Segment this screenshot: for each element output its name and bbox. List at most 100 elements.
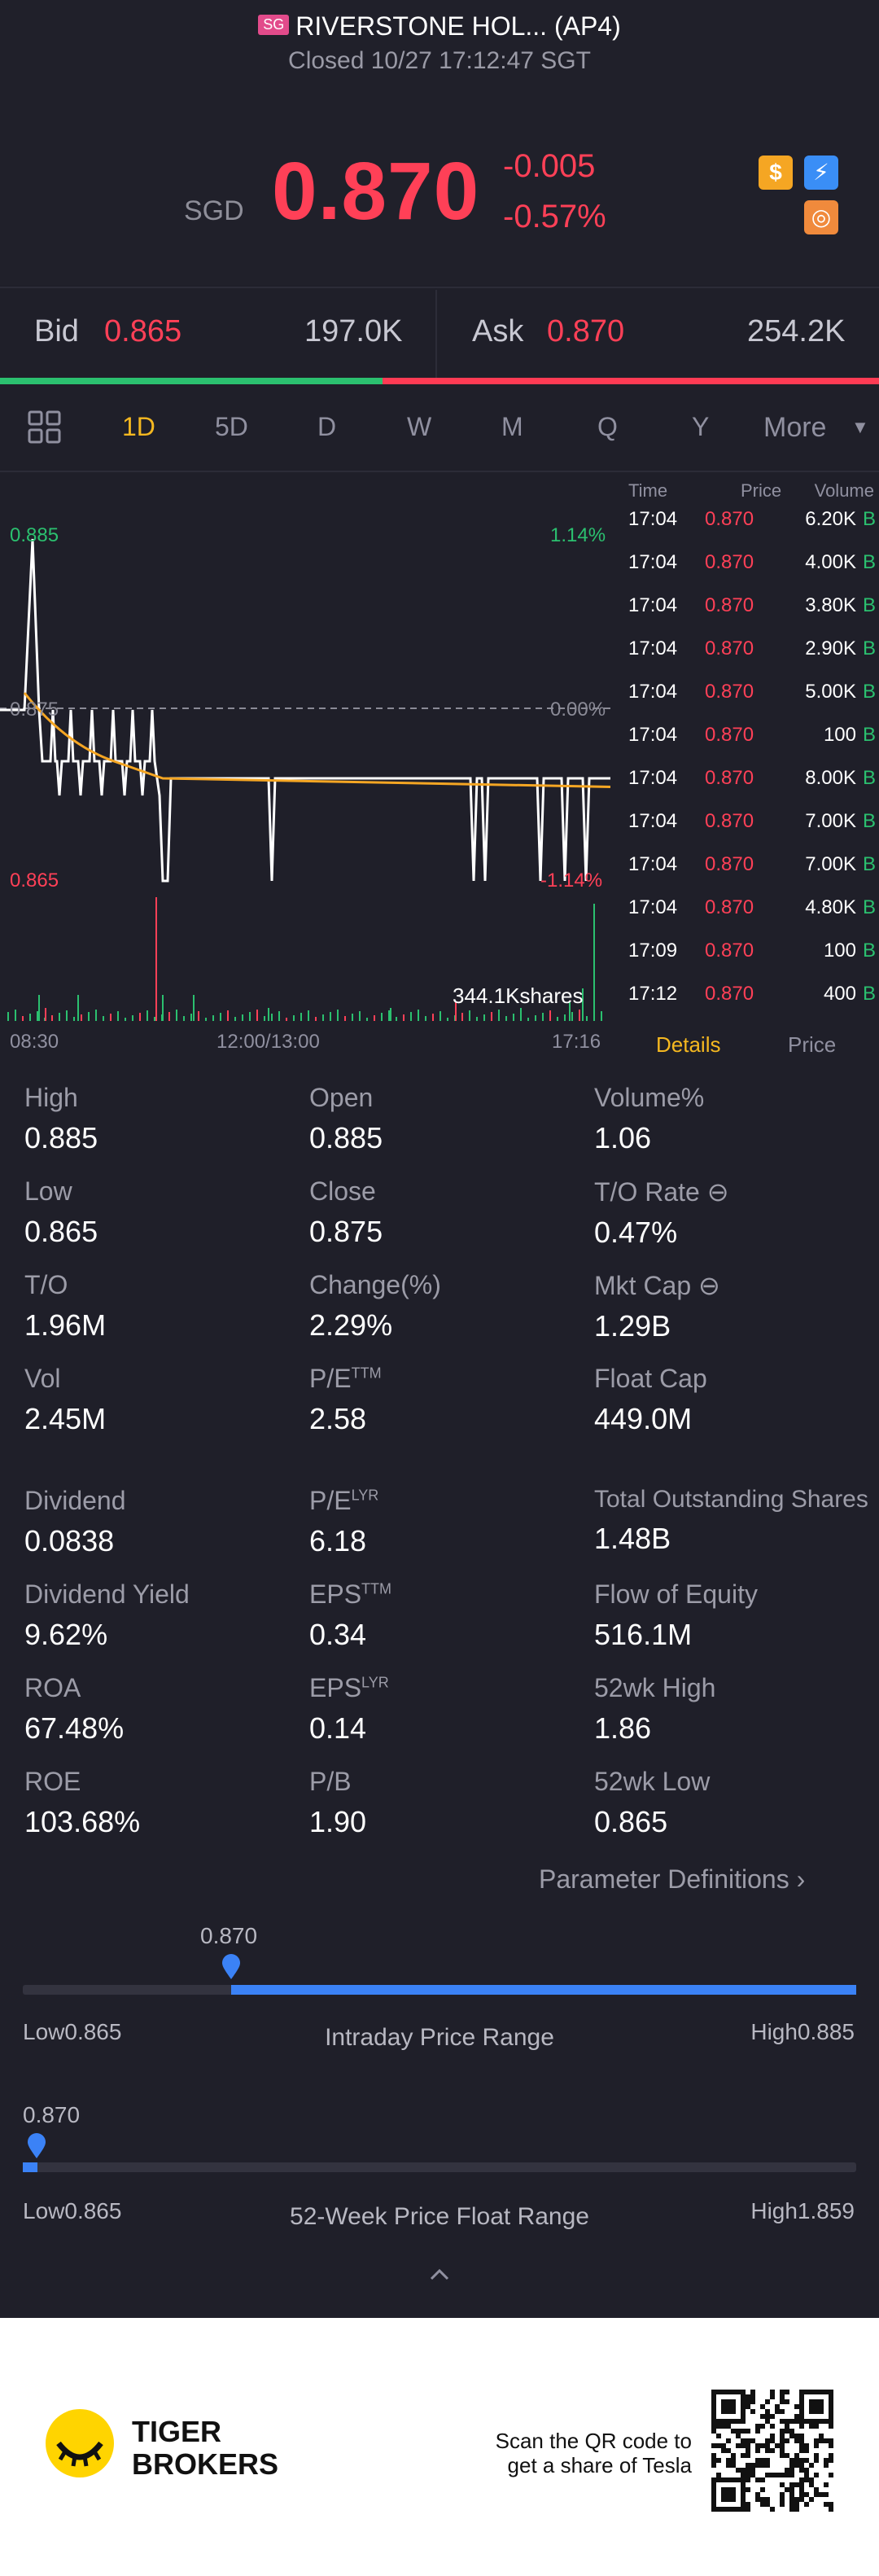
tab-y[interactable]: Y	[692, 412, 710, 441]
globe-icon[interactable]: ◎	[804, 200, 838, 234]
x-start-label: 08:30	[10, 1031, 59, 1053]
tab-1d[interactable]: 1D	[122, 412, 155, 441]
trade-vol: 3.80K	[805, 594, 856, 616]
trade-price: 0.870	[705, 983, 754, 1005]
grid-icon[interactable]	[28, 410, 62, 445]
trade-row: 17:04 0.870 5.00K B	[619, 681, 879, 713]
volume-label: 344.1Kshares	[453, 984, 584, 1008]
trade-vol: 5.00K	[805, 681, 856, 703]
trade-price: 0.870	[705, 508, 754, 530]
divider	[0, 287, 879, 288]
trade-vol: 4.00K	[805, 551, 856, 573]
trade-time: 17:04	[628, 810, 678, 832]
bid-price: 0.865	[104, 314, 182, 348]
qr-code[interactable]	[711, 2390, 833, 2512]
week52-track	[23, 2162, 856, 2172]
trade-price: 0.870	[705, 810, 754, 832]
week52-high: High1.859	[750, 2198, 855, 2223]
trade-time: 17:04	[628, 724, 678, 746]
tab-w[interactable]: W	[407, 412, 432, 441]
trade-side: B	[862, 853, 876, 875]
stat-dividend-yield: Dividend Yield 9.62%	[24, 1579, 190, 1651]
dollar-icon[interactable]: $	[759, 156, 793, 190]
tab-q[interactable]: Q	[597, 412, 618, 441]
intraday-chart[interactable]: 0.885 1.14% 0.875 0.00% 0.865 -1.14% 344…	[0, 474, 619, 1053]
info-icon[interactable]: ⊖	[698, 1271, 720, 1300]
trade-vol: 4.80K	[805, 896, 856, 918]
price-line	[0, 538, 610, 883]
trade-time: 17:04	[628, 853, 678, 875]
x-end-label: 17:16	[552, 1031, 601, 1053]
trade-row: 17:04 0.870 8.00K B	[619, 767, 879, 800]
time-header: Time	[628, 480, 668, 501]
y-low-label: 0.865	[10, 870, 59, 892]
tab-d[interactable]: D	[317, 412, 337, 441]
tab-price[interactable]: Price	[788, 1032, 837, 1057]
stat-52wk-low: 52wk Low 0.865	[594, 1767, 711, 1838]
intraday-marker-icon	[221, 1954, 241, 1980]
y-mid-pct: 0.00%	[550, 699, 606, 721]
bid-label: Bid	[34, 314, 79, 348]
week52-title: 52-Week Price Float Range	[290, 2203, 589, 2230]
stat-low: Low 0.865	[24, 1176, 98, 1248]
trade-row: 17:04 0.870 6.20K B	[619, 508, 879, 541]
trade-side: B	[862, 681, 876, 703]
stock-title: SG RIVERSTONE HOL... (AP4)	[0, 11, 879, 42]
trade-side: B	[862, 810, 876, 832]
intraday-low: Low0.865	[23, 2019, 122, 2044]
tab-5d[interactable]: 5D	[215, 412, 248, 441]
trade-side: B	[862, 551, 876, 573]
intraday-fill	[231, 1985, 856, 1995]
tab-more[interactable]: More	[763, 412, 827, 443]
intraday-current: 0.870	[200, 1923, 258, 1948]
volume-header: Volume	[814, 480, 874, 501]
parameter-definitions-link[interactable]: Parameter Definitions ›	[539, 1864, 806, 1894]
bid-ask-ratio-bar	[0, 378, 879, 384]
divider	[0, 471, 879, 472]
avg-price-line	[23, 692, 611, 788]
trade-price: 0.870	[705, 594, 754, 616]
price-chart-svg	[0, 538, 611, 1021]
trade-side: B	[862, 637, 876, 659]
trade-row: 17:12 0.870 400 B	[619, 983, 879, 1015]
stat-close: Close 0.875	[309, 1176, 383, 1248]
stat-roe: ROE 103.68%	[24, 1767, 141, 1838]
x-mid-label: 12:00/13:00	[216, 1031, 320, 1053]
ask-label: Ask	[472, 314, 524, 348]
trade-side: B	[862, 940, 876, 962]
stat-float-cap: Float Cap 449.0M	[594, 1364, 707, 1435]
bid-share-fill	[0, 378, 383, 384]
stat-volume-pct: Volume% 1.06	[594, 1083, 705, 1154]
trade-time: 17:09	[628, 940, 678, 962]
trade-row: 17:04 0.870 4.80K B	[619, 896, 879, 929]
trade-row: 17:04 0.870 2.90K B	[619, 637, 879, 670]
trade-price: 0.870	[705, 551, 754, 573]
trade-price: 0.870	[705, 637, 754, 659]
trade-row: 17:09 0.870 100 B	[619, 940, 879, 972]
bid-ask-bar: Bid 0.865 197.0K Ask 0.870 254.2K	[0, 290, 879, 378]
tab-m[interactable]: M	[501, 412, 523, 441]
chevron-down-icon[interactable]: ▼	[851, 417, 869, 437]
trade-time: 17:12	[628, 983, 678, 1005]
chevron-up-icon[interactable]	[428, 2263, 451, 2286]
trade-time: 17:04	[628, 551, 678, 573]
tab-details[interactable]: Details	[656, 1032, 721, 1057]
stat-52wk-high: 52wk High 1.86	[594, 1673, 716, 1745]
stat-vol: Vol 2.45M	[24, 1364, 107, 1435]
price-change: -0.005	[503, 148, 596, 184]
stat-pb: P/B 1.90	[309, 1767, 367, 1838]
market-badge: SG	[258, 15, 290, 36]
trade-side: B	[862, 983, 876, 1005]
last-price: 0.870	[272, 146, 480, 237]
stat-pe-ttm: P/ETTM 2.58	[309, 1364, 382, 1435]
week52-low: Low0.865	[23, 2198, 122, 2223]
promo-footer: TIGER BROKERS Scan the QR code to get a …	[0, 2318, 879, 2576]
week52-current: 0.870	[23, 2102, 81, 2127]
market-status: Closed 10/27 17:12:47 SGT	[288, 47, 591, 74]
ask-price: 0.870	[547, 314, 625, 348]
trade-vol: 2.90K	[805, 637, 856, 659]
trade-row: 17:04 0.870 7.00K B	[619, 810, 879, 843]
intraday-track	[23, 1985, 856, 1995]
info-icon[interactable]: ⊖	[706, 1177, 729, 1207]
lightning-icon[interactable]: ⚡	[804, 156, 838, 190]
